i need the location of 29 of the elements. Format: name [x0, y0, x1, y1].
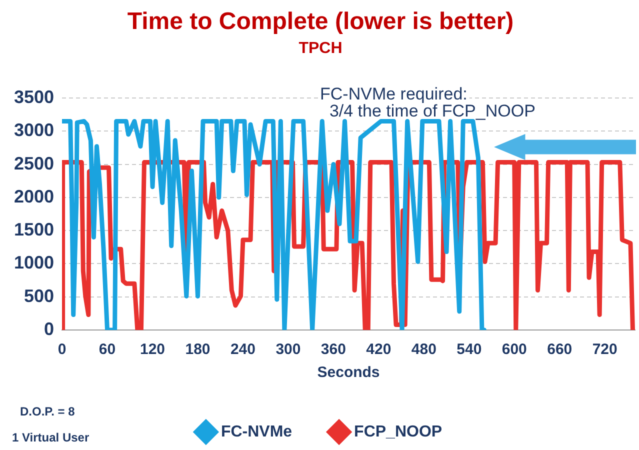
text: D.O.P. = 8 — [20, 404, 76, 418]
y-tick-label: 0 — [44, 318, 54, 339]
x-tick-label: 420 — [366, 341, 392, 358]
x-tick-label: 60 — [98, 341, 116, 358]
x-tick-label: 540 — [456, 341, 482, 358]
x-tick-label: 180 — [185, 341, 210, 358]
legend-label: FCP_NOOP — [354, 423, 442, 440]
y-tick-label: 2000 — [14, 186, 54, 206]
x-tick-label: 360 — [320, 341, 346, 358]
x-tick-label: 300 — [276, 341, 301, 358]
x-tick-label: 600 — [502, 341, 527, 358]
x-tick-label: 120 — [140, 341, 166, 358]
y-tick-label: 500 — [24, 286, 54, 306]
y-tick-label: 1500 — [14, 220, 54, 240]
x-tick-label: 240 — [230, 341, 256, 358]
legend-label: FC-NVMe — [220, 423, 292, 440]
x-axis-title: Seconds — [317, 364, 380, 382]
y-tick-label: 3500 — [14, 86, 54, 107]
x-tick-label: 720 — [592, 341, 618, 358]
x-tick-label: 480 — [411, 341, 436, 358]
chart-subtitle: TPCH — [298, 40, 342, 57]
y-tick-label: 3000 — [14, 120, 54, 140]
chart-title: Time to Complete (lower is better) — [127, 8, 514, 36]
x-tick-label: 660 — [547, 341, 572, 358]
y-tick-label: 2500 — [14, 153, 54, 174]
y-tick-label: 1000 — [14, 252, 54, 273]
x-tick-label: 0 — [58, 341, 66, 358]
annotation: FC-NVMe required: 3/4 the time of FCP_NOOP — [320, 84, 536, 121]
text: 1 Virtual User — [12, 430, 90, 444]
